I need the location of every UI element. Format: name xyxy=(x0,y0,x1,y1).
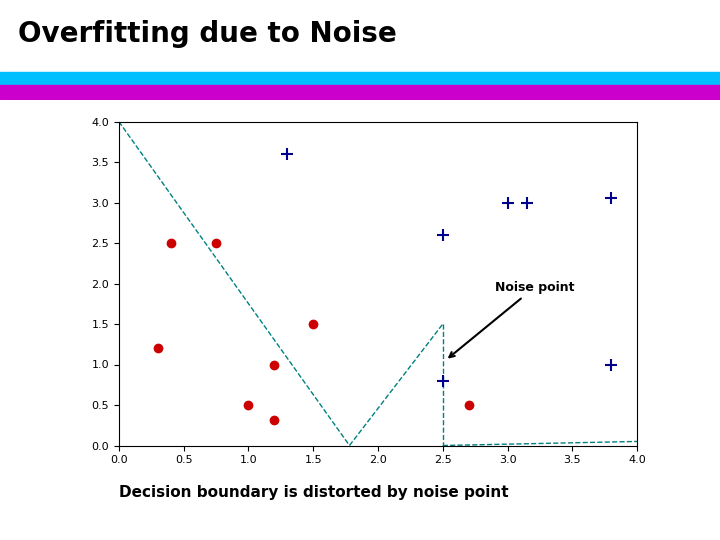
Text: Overfitting due to Noise: Overfitting due to Noise xyxy=(18,19,397,48)
Text: Noise point: Noise point xyxy=(449,281,574,357)
Bar xyxy=(0,85,720,98)
Text: Decision boundary is distorted by noise point: Decision boundary is distorted by noise … xyxy=(119,485,508,500)
Bar xyxy=(0,71,720,85)
